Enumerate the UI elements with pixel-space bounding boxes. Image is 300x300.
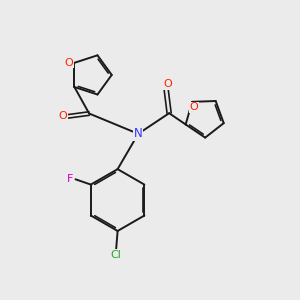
Text: F: F xyxy=(67,174,74,184)
Text: O: O xyxy=(58,112,67,122)
Text: N: N xyxy=(134,127,142,140)
Text: O: O xyxy=(189,102,198,112)
Text: O: O xyxy=(163,79,172,89)
Text: O: O xyxy=(65,58,74,68)
Text: Cl: Cl xyxy=(111,250,122,260)
